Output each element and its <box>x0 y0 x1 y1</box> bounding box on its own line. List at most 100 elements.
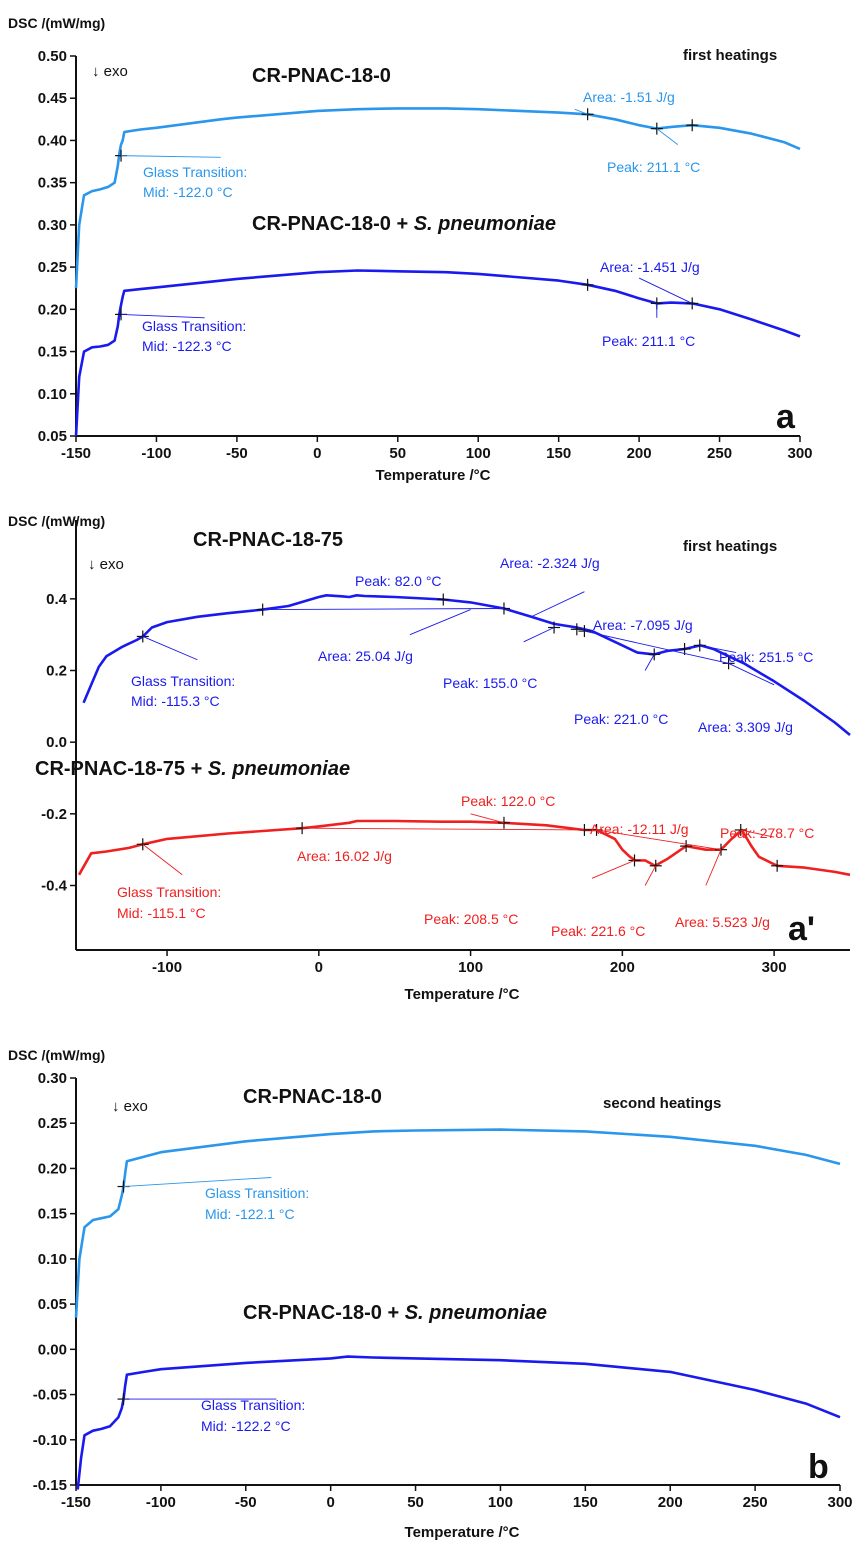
panel-a-label-area-0: Area: -1.51 J/g <box>583 89 675 105</box>
panel-a-prime-cross-marker <box>437 593 450 606</box>
panel-a-leader-line <box>121 155 221 158</box>
panel-a-ytick-label: 0.15 <box>38 344 67 361</box>
panel-a-prime-label-2: Area: 25.04 J/g <box>318 648 413 664</box>
panel-b-ylabel: DSC /(mW/mg) <box>8 1047 105 1063</box>
panel-a-prime-leader-line <box>740 829 775 838</box>
panel-a-xtick-label: 300 <box>787 445 812 462</box>
panel-a-xtick-label: 100 <box>466 445 491 462</box>
panel-a-sample-title-1-main: CR-PNAC-18-0 + <box>252 213 408 235</box>
panel-a-prime-label-6: Mid: -115.3 °C <box>131 693 220 709</box>
panel-a-prime-sample-title-0: CR-PNAC-18-75 <box>193 529 343 551</box>
panel-b-ytick-label: -0.05 <box>33 1387 67 1404</box>
panel-a-prime-label-0: Area: -2.324 J/g <box>500 555 600 571</box>
panel-b-ytick-label: 0.05 <box>38 1296 67 1313</box>
panel-a-prime-label-15: Mid: -115.1 °C <box>117 905 206 921</box>
panel-a-leader-line <box>121 313 205 319</box>
panel-b-series-0-line <box>74 1128 841 1318</box>
panel-a-label-gt-0: Glass Transition: <box>143 164 247 180</box>
panel-a-prime-leader-line <box>644 865 657 886</box>
panel-a-prime-axes: -0.4 -0.2 0.0 0.2 0.4 -100 0 100 200 300 <box>41 520 850 976</box>
panel-b-label-gt-0: Glass Transition: <box>205 1185 309 1201</box>
panel-a-prime-sample-title-1-main: CR-PNAC-18-75 + <box>35 758 202 780</box>
panel-b-sample-title-1-italic: S. pneumoniae <box>405 1302 547 1324</box>
panel-a-prime-label-1: Peak: 82.0 °C <box>355 573 442 589</box>
panel-a-heating-label: first heatings <box>683 47 777 64</box>
panel-b-xtick-label: 200 <box>658 1494 683 1511</box>
panel-b-exo-label: ↓ exo <box>112 1098 148 1115</box>
panel-a-prime-heating-label: first heatings <box>683 538 777 555</box>
panel-a-ytick-label: 0.35 <box>38 175 67 192</box>
panel-a-prime-leader-line <box>531 591 585 618</box>
panel-a-prime-label-5: Glass Transition: <box>131 673 235 689</box>
panel-b-xtick-label: -150 <box>61 1494 91 1511</box>
panel-b-ytick-label: 0.10 <box>38 1251 67 1268</box>
panel-a-cross-marker <box>581 278 594 291</box>
panel-a-label-peak-1: Peak: 211.1 °C <box>602 333 695 349</box>
panel-a-prime-label-18: Area: 5.523 J/g <box>675 914 770 930</box>
panel-a-prime-leaders <box>142 591 775 886</box>
panel-b-ytick-label: 0.00 <box>38 1341 67 1358</box>
panel-a-prime-label-13: Area: 16.02 J/g <box>297 848 392 864</box>
panel-a-prime-cross-marker <box>771 859 784 872</box>
panel-a-prime-label-10: Peak: 122.0 °C <box>461 793 555 809</box>
panel-a-sample-title-1-italic: S. pneumoniae <box>414 213 556 235</box>
panel-b-xtick-label: 150 <box>573 1494 598 1511</box>
panel-b-ytick-label: -0.10 <box>33 1432 67 1449</box>
panel-a-series-1-line <box>74 269 801 437</box>
panel-a-leaders <box>121 108 693 319</box>
panel-a-prime-sample-title-1-italic: S. pneumoniae <box>208 758 350 780</box>
panel-a-prime-leader-line <box>409 609 471 636</box>
panel-a-ytick-label: 0.10 <box>38 386 67 403</box>
panel-a-prime-exo-label: ↓ exo <box>88 556 124 573</box>
panel-a-prime-label-16: Peak: 208.5 °C <box>424 911 518 927</box>
panel-b-heating-label: second heatings <box>603 1095 721 1112</box>
panel-b-xlabel: Temperature /°C <box>405 1524 520 1541</box>
panel-a-prime-leader-line <box>262 608 504 611</box>
panel-b-xtick-label: 0 <box>326 1494 334 1511</box>
panel-a-prime-cross-marker <box>678 643 691 655</box>
panel-a-prime: DSC /(mW/mg) -0.4 -0.2 0.0 0.2 0.4 -100 0 100 20… <box>8 513 851 1003</box>
panel-b-sample-title-1-main: CR-PNAC-18-0 + <box>243 1302 399 1324</box>
panel-b-sample-title-1: CR-PNAC-18-0 + S. pneumoniae <box>243 1302 547 1324</box>
panel-a-prime-xtick-label: -100 <box>152 959 182 976</box>
panel-a-xtick-label: 0 <box>313 445 321 462</box>
panel-b-ytick-label: 0.20 <box>38 1160 67 1177</box>
panel-a: DSC /(mW/mg) 0.05 0.10 0.15 0.20 0.25 0.30 0.3… <box>8 15 813 484</box>
panel-a-axes: 0.05 0.10 0.15 0.20 0.25 0.30 0.35 0.40 0.45 0.50… <box>38 48 813 462</box>
panel-b-leader-line <box>123 1177 272 1187</box>
panel-a-ytick-label: 0.50 <box>38 48 67 65</box>
panel-a-prime-label-3: Area: -7.095 J/g <box>593 617 693 633</box>
panel-a-prime-ytick-label: 0.2 <box>46 663 67 680</box>
panel-a-series-0-line <box>74 107 801 289</box>
panel-a-xtick-label: 50 <box>389 445 406 462</box>
panel-a-prime-cross-marker <box>680 840 693 853</box>
panel-a-prime-label-14: Glass Transition: <box>117 884 221 900</box>
panel-a-prime-leader-line <box>705 849 722 886</box>
panel-a-xtick-label: -50 <box>226 445 248 462</box>
panel-a-prime-xtick-label: 300 <box>762 959 787 976</box>
panel-b-series-1-line <box>76 1355 841 1490</box>
panel-b-markers <box>117 1180 130 1406</box>
panel-a-prime-sample-title-1: CR-PNAC-18-75 + S. pneumoniae <box>35 758 350 780</box>
panel-a-prime-leader-line <box>591 860 635 879</box>
panel-a-xtick-label: -150 <box>61 445 91 462</box>
panel-a-prime-leader-line <box>728 662 775 686</box>
panel-a-label-mid-1: Mid: -122.3 °C <box>142 338 232 354</box>
panel-b-xtick-label: -100 <box>146 1494 176 1511</box>
panel-a-prime-ytick-label: -0.2 <box>41 806 67 823</box>
panel-a-cross-marker <box>686 119 699 132</box>
panel-b-leaders <box>123 1177 277 1400</box>
panel-b-panel-letter: b <box>808 1448 829 1486</box>
panel-a-xtick-label: 250 <box>707 445 732 462</box>
panel-a-prime-xtick-label: 200 <box>610 959 635 976</box>
panel-b-ytick-label: 0.15 <box>38 1206 67 1223</box>
panel-b-xtick-label: 100 <box>488 1494 513 1511</box>
panel-b-xtick-label: 300 <box>827 1494 852 1511</box>
panel-a-prime-leader-line <box>644 654 655 671</box>
panel-a-ytick-label: 0.05 <box>38 428 67 445</box>
panel-a-prime-xtick-label: 100 <box>458 959 483 976</box>
panel-a-prime-leader-line <box>302 827 585 831</box>
panel-b-label-mid-1: Mid: -122.2 °C <box>201 1418 291 1434</box>
panel-a-prime-label-12: Peak: 278.7 °C <box>720 825 814 841</box>
